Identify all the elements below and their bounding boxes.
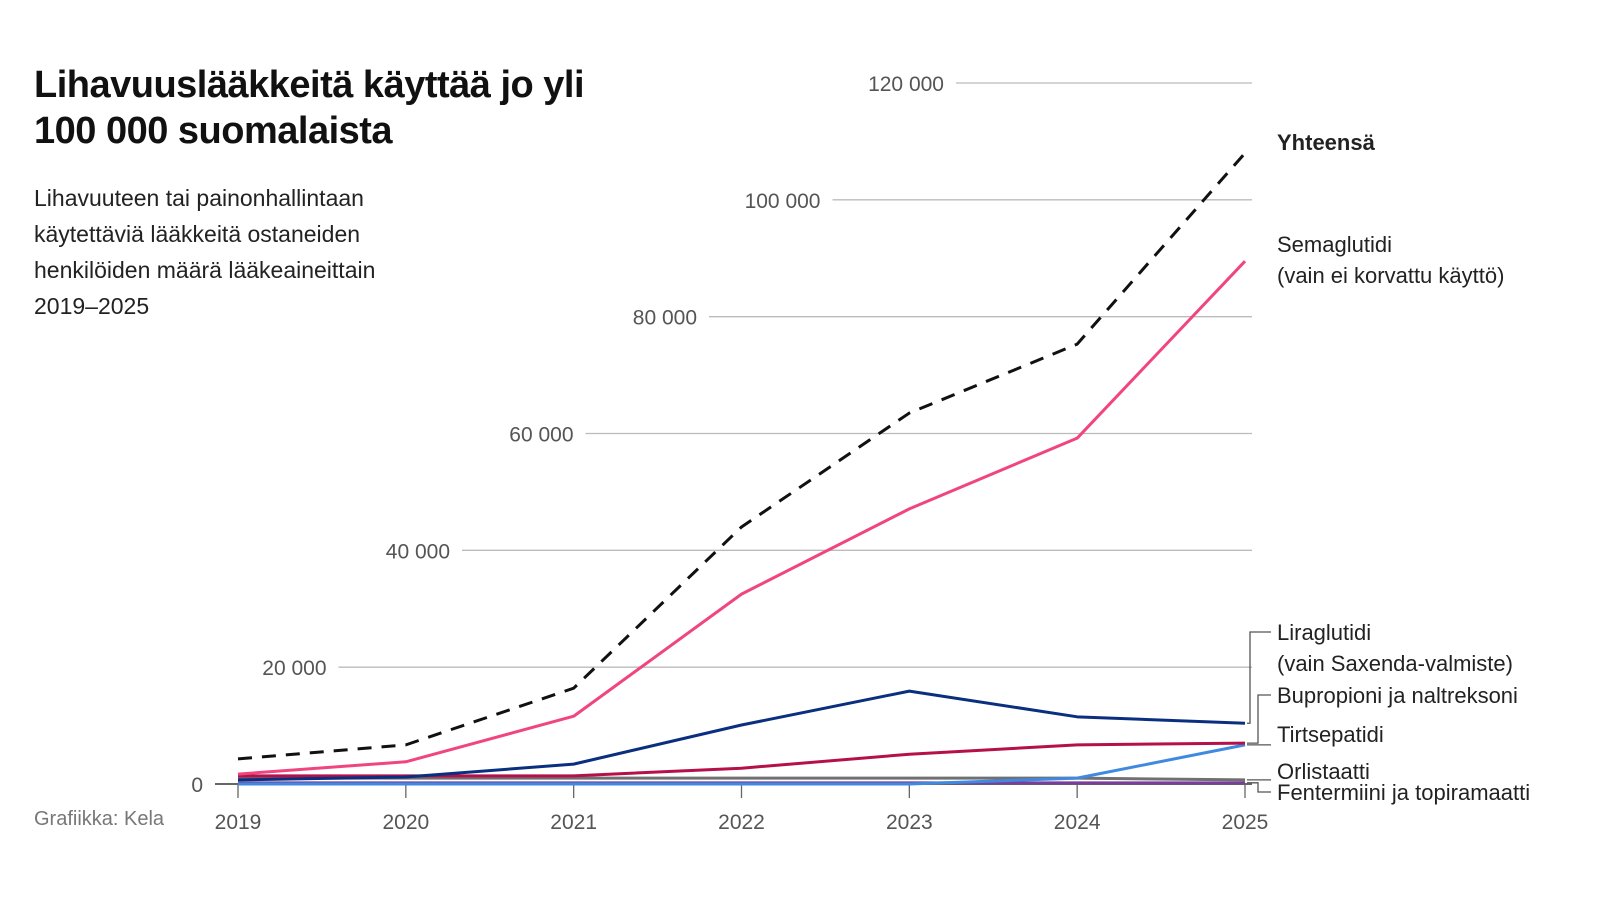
series-label: Orlistaatti (1277, 759, 1370, 784)
series-label: (vain Saxenda-valmiste) (1277, 651, 1513, 676)
label-leader-line (1247, 782, 1271, 793)
series-label: Bupropioni ja naltreksoni (1277, 683, 1518, 708)
series-line-liraglutidi (237, 689, 1246, 782)
series-label: Tirtsepatidi (1277, 722, 1384, 747)
series-label: Fentermiini ja topiramaatti (1277, 780, 1530, 805)
x-tick-label: 2019 (215, 811, 262, 834)
y-tick-label: 0 (191, 774, 203, 797)
series-label: Liraglutidi (1277, 620, 1371, 645)
y-tick-label: 40 000 (386, 540, 450, 563)
series-line-tirtsepatidi (238, 743, 1246, 786)
label-leader-line (1247, 631, 1271, 724)
label-leader-line (1247, 694, 1271, 744)
chart-credit: Grafiikka: Kela (34, 808, 165, 830)
x-tick-label: 2024 (1054, 811, 1101, 834)
y-tick-label: 20 000 (262, 657, 326, 680)
x-tick-label: 2021 (550, 811, 597, 834)
x-tick-label: 2023 (886, 811, 933, 834)
series-label: Yhteensä (1277, 130, 1376, 155)
series-line-bupropioni (238, 741, 1246, 778)
chart-subtitle: Lihavuuteen tai painonhallintaan käytett… (34, 185, 376, 319)
series-label: Semaglutidi (1277, 232, 1392, 257)
x-tick-label: 2022 (718, 811, 765, 834)
y-tick-label: 80 000 (633, 307, 697, 330)
series-line-semaglutidi (237, 260, 1247, 776)
chart-title: Lihavuuslääkkeitä käyttää jo yli 100 000… (34, 64, 585, 152)
y-tick-label: 100 000 (745, 190, 821, 213)
y-tick-label: 120 000 (868, 73, 944, 96)
x-tick-label: 2020 (382, 811, 429, 834)
series-label: (vain ei korvattu käyttö) (1277, 263, 1504, 288)
x-tick-label: 2025 (1222, 811, 1269, 834)
series-line-yhteensä (237, 152, 1247, 761)
y-tick-label: 60 000 (509, 424, 573, 447)
